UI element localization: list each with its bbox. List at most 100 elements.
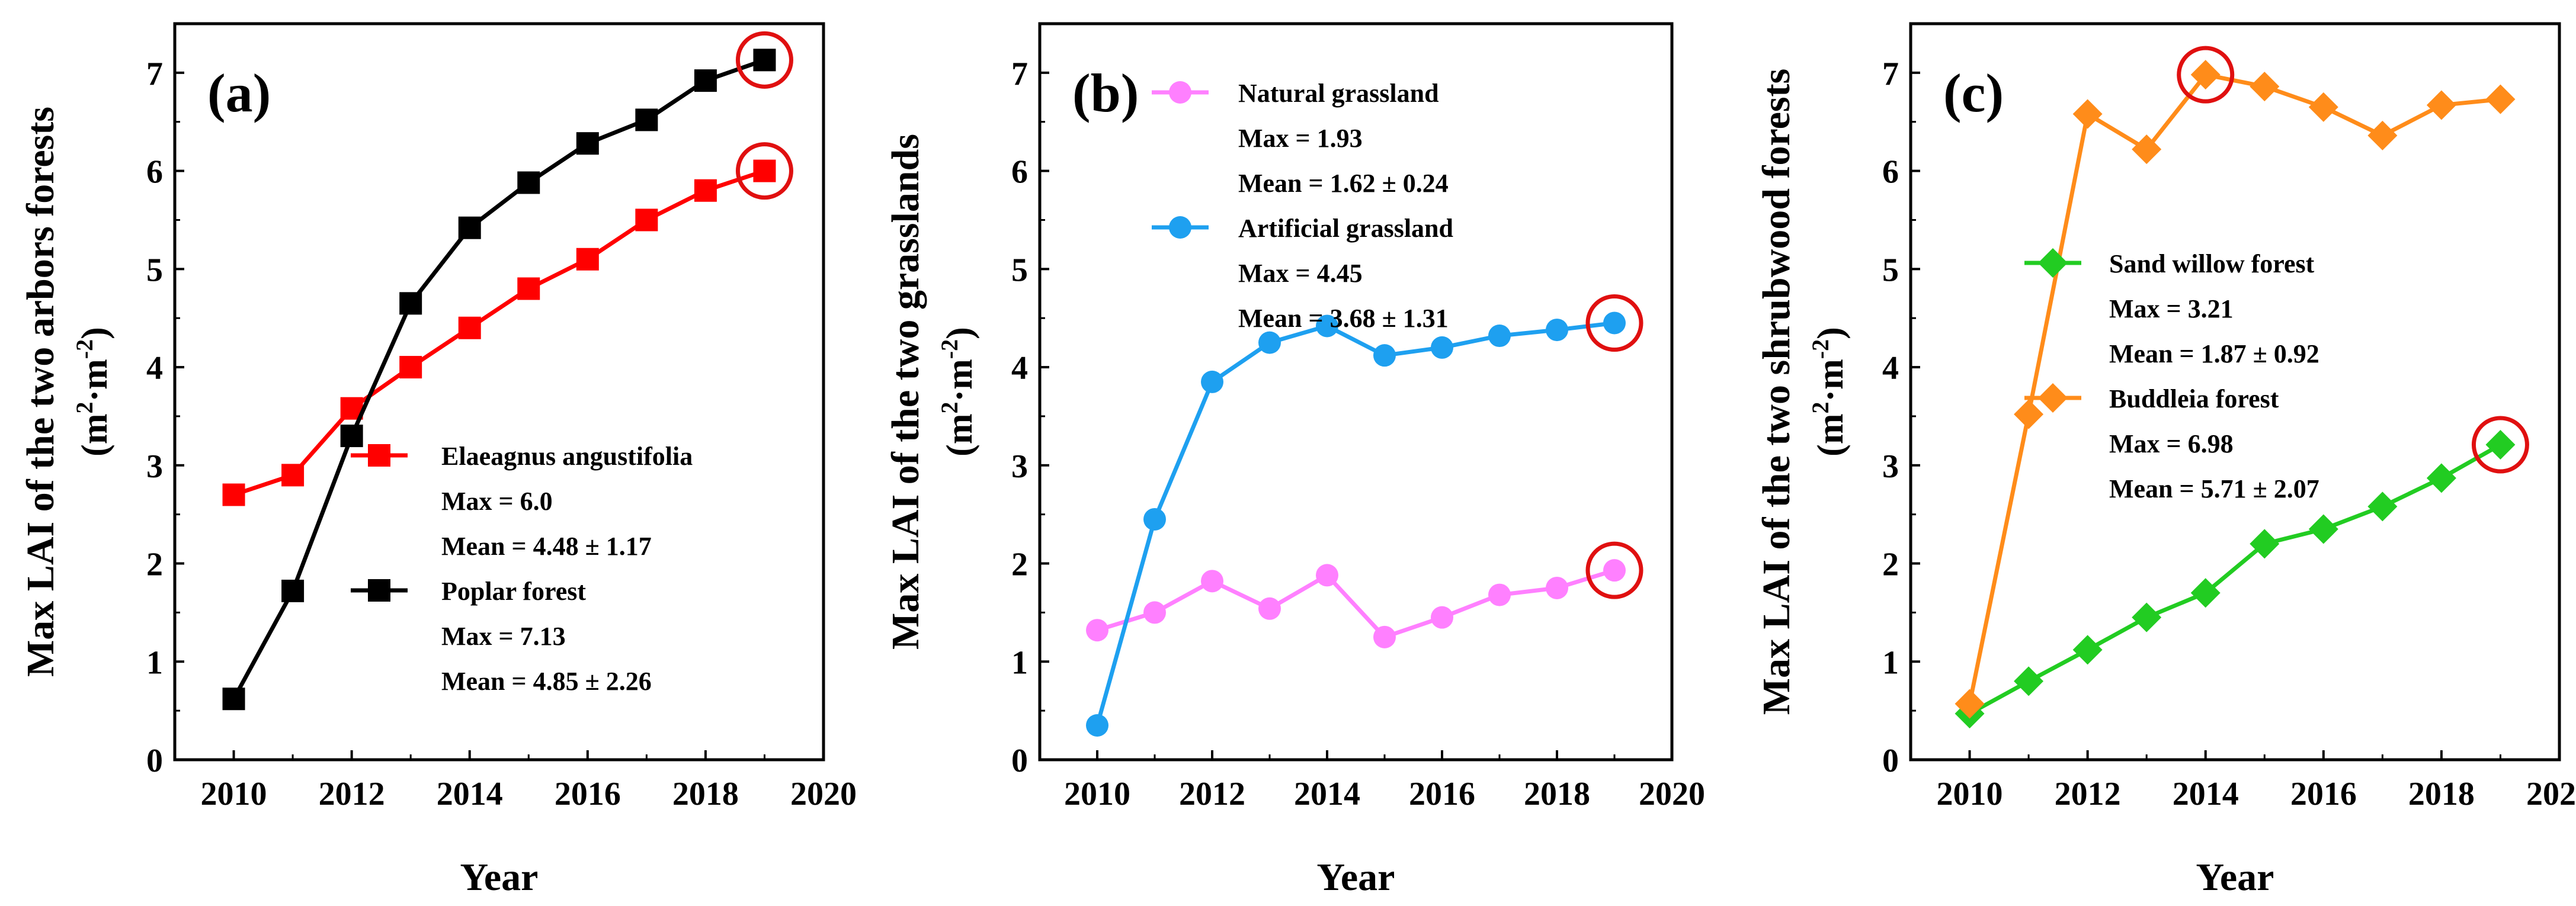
data-point [1258, 331, 1281, 354]
data-point [1955, 689, 1985, 719]
x-tick-label: 2018 [2408, 776, 2475, 812]
data-point [2367, 491, 2398, 522]
data-point [1603, 559, 1626, 582]
unit-superscript: 2 [936, 402, 963, 414]
y-axis-unit: (m2·m-2) [936, 327, 980, 457]
y-tick-label: 1 [1882, 644, 1899, 681]
legend-stat: Mean = 1.62 ± 0.24 [1238, 169, 1449, 198]
x-axis-title: Year [2196, 856, 2274, 899]
y-tick-label: 7 [1882, 56, 1899, 92]
y-tick-label: 2 [1011, 547, 1028, 583]
data-point [1201, 570, 1223, 593]
y-axis-title: Max LAI of the two shrubwood forests [1755, 69, 1798, 715]
y-tick-label: 3 [146, 448, 163, 485]
data-point [517, 277, 540, 300]
panel-label: (c) [1943, 63, 2004, 123]
x-tick-label: 2016 [2290, 776, 2357, 812]
y-tick-label: 0 [1011, 743, 1028, 779]
data-point [1143, 507, 1166, 531]
data-point [340, 425, 363, 448]
data-point [458, 216, 481, 239]
data-point [399, 356, 422, 379]
legend-label: Natural grassland [1238, 79, 1439, 108]
x-tick-label: 2012 [1179, 776, 1245, 812]
unit-superscript: -2 [71, 339, 98, 359]
data-point [1316, 564, 1338, 587]
data-point [2132, 134, 2162, 165]
data-point [1086, 619, 1108, 642]
legend-stat: Max = 6.0 [441, 487, 553, 516]
legend-marker [1169, 216, 1191, 239]
x-tick-label: 2020 [790, 776, 857, 812]
data-point [517, 171, 540, 194]
data-point [1086, 714, 1108, 737]
unit-open: (m [75, 414, 115, 457]
unit-superscript: -2 [1807, 339, 1834, 359]
data-point [222, 687, 245, 711]
series-line [233, 169, 765, 497]
data-point [635, 108, 658, 131]
legend: Elaeagnus angustifolia Max = 6.0 Mean = 4.… [351, 442, 693, 696]
x-tick-label: 2012 [2055, 776, 2121, 812]
legend-stat: Max = 6.98 [2109, 429, 2234, 458]
data-point [576, 248, 599, 271]
y-tick-label: 6 [146, 154, 163, 191]
x-tick-label: 2014 [1294, 776, 1360, 812]
series-2 [222, 49, 776, 711]
x-tick-label: 2010 [1064, 776, 1130, 812]
highlight-circle [735, 31, 793, 89]
plot-frame [1038, 22, 1674, 762]
unit-middle: ·m [1811, 359, 1851, 401]
y-tick-label: 5 [146, 252, 163, 288]
panel-label: (b) [1072, 63, 1139, 123]
data-point [1373, 344, 1396, 367]
y-tick-label: 5 [1011, 252, 1028, 288]
y-tick-label: 4 [1882, 350, 1899, 387]
y-tick-label: 1 [146, 644, 163, 681]
data-point [1431, 606, 1453, 629]
data-point [2308, 514, 2338, 544]
x-tick-label: 2010 [201, 776, 267, 812]
legend-marker [2038, 383, 2068, 413]
data-point [1603, 311, 1626, 335]
y-tick-label: 6 [1882, 154, 1899, 191]
data-point [2367, 120, 2398, 150]
legend: Natural grassland Max = 1.93 Mean = 1.62 ±… [1152, 79, 1453, 333]
x-tick-label: 2010 [1937, 776, 2003, 812]
series-line [1096, 568, 1616, 640]
legend-marker [368, 579, 390, 602]
data-point [1258, 597, 1281, 620]
unit-close: ) [1811, 327, 1851, 339]
data-point [1431, 336, 1453, 359]
x-tick-label: 2020 [1639, 776, 1705, 812]
data-point [2426, 90, 2456, 120]
data-point [2072, 99, 2103, 129]
legend-label: Poplar forest [441, 577, 586, 606]
highlight-circle [1585, 294, 1643, 352]
data-point [399, 292, 422, 315]
plot-frame [1909, 22, 2561, 762]
data-point [1488, 583, 1511, 606]
y-axis-unit: (m2·m-2) [71, 327, 115, 457]
x-tick-label: 2014 [2173, 776, 2239, 812]
data-point [2250, 529, 2280, 559]
x-tick-label: 2018 [672, 776, 739, 812]
data-point [2014, 399, 2044, 429]
y-tick-label: 4 [146, 350, 163, 387]
unit-open: (m [940, 414, 980, 457]
panel-label: (a) [207, 63, 271, 123]
data-point [281, 579, 305, 602]
chart-panel-3: 2010 2012 2014 2016 2018 2020 0 1 2 3 4 5 6 7 (c) Year M… [1755, 22, 2576, 899]
legend-label: Elaeagnus angustifolia [441, 442, 693, 471]
legend-stat: Mean = 4.85 ± 2.26 [441, 667, 652, 696]
unit-superscript: 2 [1807, 402, 1834, 414]
data-point [222, 483, 245, 506]
plot-frame [173, 22, 825, 762]
series-2 [1086, 311, 1626, 737]
data-point [2014, 666, 2044, 696]
highlight-circle [2177, 46, 2235, 104]
unit-close: ) [940, 327, 980, 339]
data-point [753, 49, 776, 72]
data-point [576, 132, 599, 155]
